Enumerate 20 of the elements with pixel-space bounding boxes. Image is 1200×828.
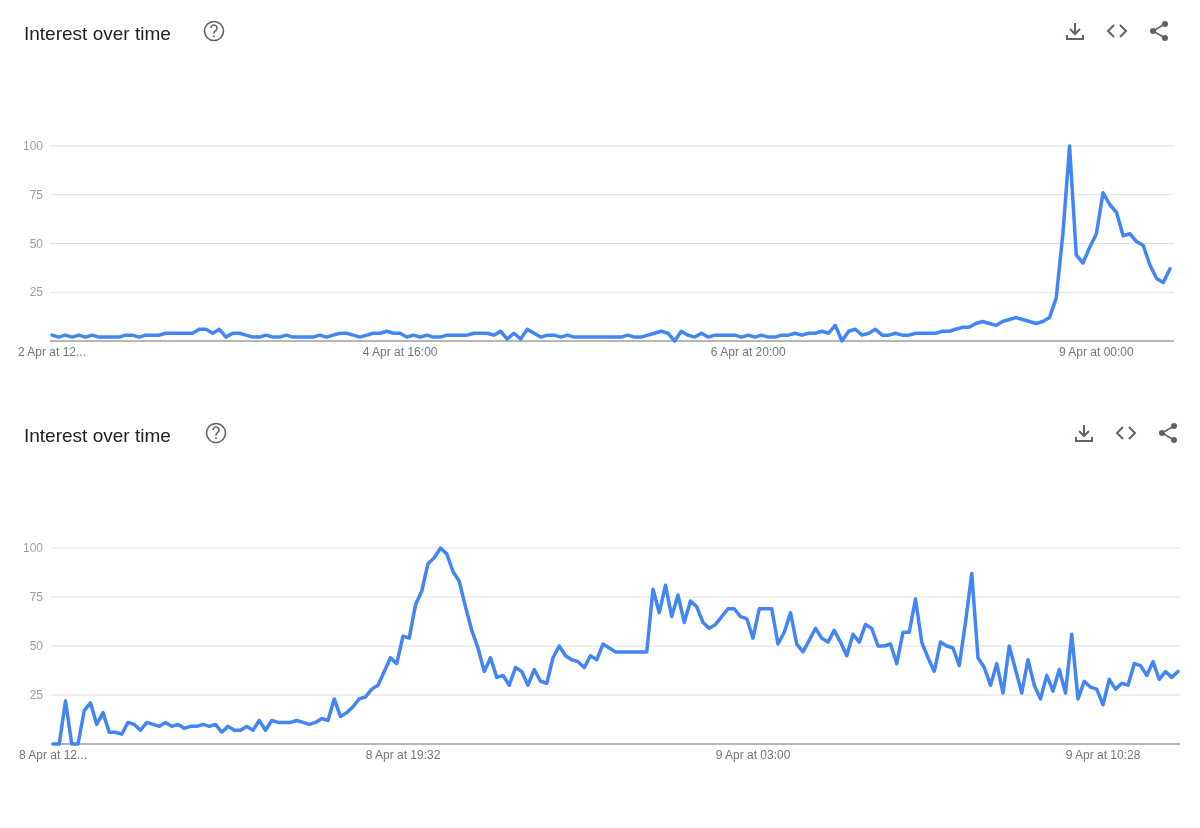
- y-tick-label: 75: [29, 187, 44, 202]
- y-tick-label: 25: [29, 688, 44, 702]
- x-tick-label: 8 Apr at 12...: [18, 748, 88, 762]
- y-tick-label: 100: [22, 541, 44, 555]
- y-tick-label: 75: [29, 590, 44, 604]
- line-series: [50, 144, 1172, 343]
- x-tick-label: 2 Apr at 12...: [17, 345, 87, 359]
- x-tick-label: 9 Apr at 00:00: [1058, 345, 1135, 359]
- x-tick-label: 9 Apr at 03:00: [715, 748, 791, 762]
- x-tick-label: 9 Apr at 10:28: [1065, 748, 1141, 762]
- y-tick-label: 50: [29, 639, 44, 653]
- chart-title: Interest over time: [24, 425, 171, 446]
- y-tick-label: 100: [22, 139, 44, 153]
- y-tick-label: 25: [29, 285, 44, 300]
- x-tick-label: 8 Apr at 19:32: [365, 748, 441, 762]
- chart-title: Interest over time: [24, 23, 171, 44]
- y-tick-label: 50: [29, 236, 44, 251]
- x-tick-label: 6 Apr at 20:00: [710, 345, 786, 359]
- x-tick-label: 4 Apr at 16:00: [362, 345, 438, 359]
- line-series: [51, 546, 1180, 746]
